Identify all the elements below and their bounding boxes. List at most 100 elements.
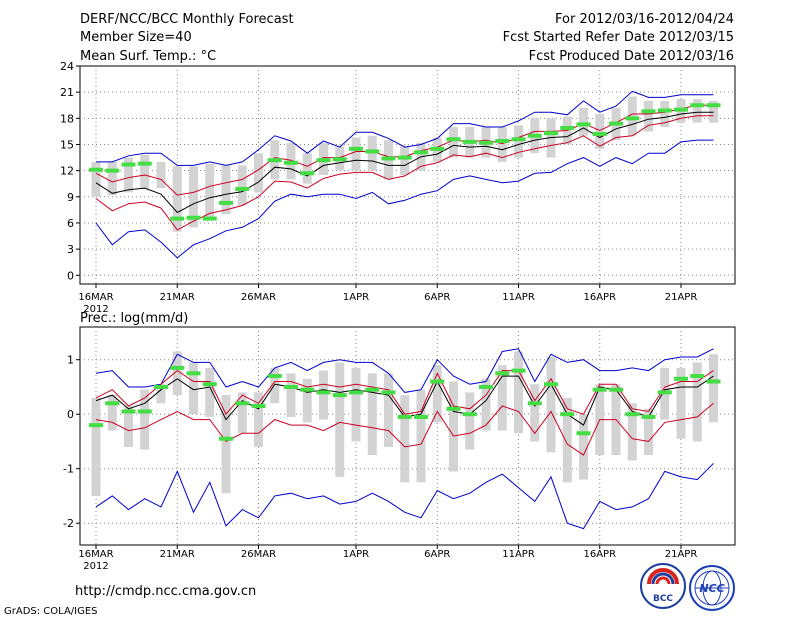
spread-box [530,384,540,442]
spread-box [107,395,117,431]
observed-marker [170,216,185,221]
observed-marker [495,371,510,376]
spread-box [676,367,686,439]
spread-box [432,365,442,423]
x-tick-label: 11APR [502,292,535,303]
spread-box [400,395,410,483]
x-tick-label: 16APR [583,292,616,303]
observed-marker [300,171,315,176]
header-start-date: Fcst Started Refer Date 2012/03/15 [503,30,734,45]
ncc-logo-text: NCC [699,582,724,595]
observed-marker [349,390,363,395]
observed-marker [560,125,575,130]
series-line-max [96,90,714,166]
y-tick-label: 6 [67,217,74,230]
spread-box [384,373,393,447]
x-tick-label: 11APR [502,549,535,560]
spread-box [546,356,556,453]
y-tick-label: 24 [60,60,74,73]
spread-box [416,389,426,483]
observed-marker [609,387,623,392]
observed-marker [527,401,542,406]
observed-marker [592,132,607,137]
spread-box [400,146,410,175]
spread-box [156,384,166,404]
spread-box [172,351,182,396]
x-tick-label: 1APR [343,292,369,303]
observed-marker [186,215,201,220]
observed-marker [690,374,705,379]
observed-marker [170,365,185,370]
header-member-size: Member Size=40 [80,30,192,45]
observed-marker [154,384,168,389]
observed-marker [576,431,591,436]
spread-box [124,406,133,447]
observed-marker [332,157,347,162]
year-label: 2012 [83,304,108,315]
x-tick-label: 1APR [343,549,369,560]
observed-marker [560,412,575,417]
y-tick-label: 21 [60,86,74,99]
header-period: For 2012/03/16-2012/04/24 [555,12,734,27]
spread-box [286,373,296,417]
observed-marker [349,146,363,151]
spread-box [692,99,702,123]
observed-marker [251,404,266,409]
spread-box [579,414,588,480]
spread-box [660,100,670,128]
header-produced-date: Fcst Produced Date 2012/03/16 [529,49,734,64]
y-tick-label: 9 [67,191,74,204]
spread-box [221,395,231,494]
spread-box [514,351,523,434]
spread-box [562,397,572,483]
x-tick-label: 26MAR [241,549,276,560]
series-line-ensemble-mean [95,111,714,214]
spread-box [497,365,507,431]
spread-box [221,165,231,215]
observed-marker [414,150,428,155]
source-url[interactable]: http://cmdp.ncc.cma.gov.cn [75,584,256,599]
spread-box [156,161,166,189]
spread-box [107,161,117,196]
x-tick-label: 6APR [424,549,450,560]
x-tick-label: 21APR [665,549,698,560]
observed-marker [105,168,120,173]
observed-marker [609,121,623,126]
observed-marker [592,387,607,392]
observed-marker [625,412,640,417]
observed-marker [89,167,103,172]
spread-box [254,153,263,193]
y-tick-label: -2 [63,517,74,530]
observed-marker [219,436,233,441]
spread-box [449,381,458,472]
precip-panel-title: Prec.: log(mm/d) [80,311,188,326]
spread-box [644,100,653,132]
spread-box [627,403,637,461]
spread-box [254,392,263,447]
observed-marker [511,137,526,142]
spread-box [91,161,101,197]
observed-marker [332,393,347,398]
spread-box [237,165,247,206]
observed-marker [641,109,656,114]
x-tick-label: 16APR [583,549,616,560]
spread-box [237,392,247,434]
observed-marker [284,160,298,165]
spread-box [124,157,133,193]
spread-box [514,125,523,158]
observed-marker [479,140,493,145]
series-line-max [95,348,714,393]
observed-marker [397,414,412,419]
observed-marker [397,155,412,160]
spread-box [709,354,718,423]
temperature-panel: 0 3 6 9 12 15 18 21 24 16MAR 21MAR 26MAR 1APR 6APR 11A… [60,60,736,315]
spread-box [627,96,637,136]
spread-box [595,113,605,149]
x-tick-label: 16MAR [78,292,113,303]
observed-marker [414,414,428,419]
bcc-logo: BCC [640,563,686,609]
y-tick-label: -1 [63,463,74,476]
observed-marker [706,103,721,108]
year-label: 2012 [83,561,108,572]
